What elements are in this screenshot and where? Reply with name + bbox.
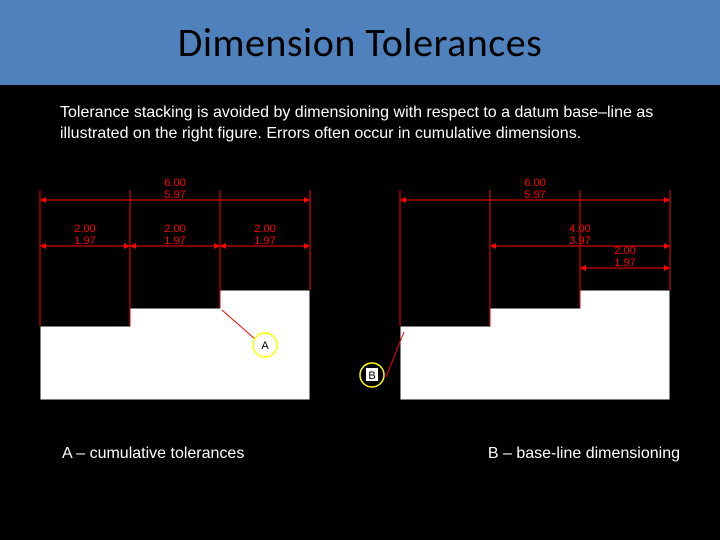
svg-text:4.00: 4.00 xyxy=(569,222,590,234)
svg-text:3.97: 3.97 xyxy=(569,235,590,247)
svg-text:1.97: 1.97 xyxy=(74,235,95,247)
svg-text:1.97: 1.97 xyxy=(254,235,275,247)
svg-text:B: B xyxy=(368,370,375,382)
svg-text:A: A xyxy=(261,340,269,352)
page-title: Dimension Tolerances xyxy=(178,18,543,67)
svg-text:6.00: 6.00 xyxy=(164,176,185,188)
svg-text:1.97: 1.97 xyxy=(614,257,635,269)
svg-text:5.97: 5.97 xyxy=(164,189,185,201)
svg-text:2.00: 2.00 xyxy=(254,222,275,234)
caption-a: A – cumulative tolerances xyxy=(62,445,371,463)
diagram-b: 6.005.974.003.972.001.97B xyxy=(380,160,690,405)
diagram-a: 6.005.972.001.972.001.972.001.97A xyxy=(20,160,330,405)
caption-row: A – cumulative tolerances B – base-line … xyxy=(0,445,720,463)
caption-b: B – base-line dimensioning xyxy=(488,445,680,463)
body-paragraph: Tolerance stacking is avoided by dimensi… xyxy=(0,85,720,145)
svg-text:2.00: 2.00 xyxy=(614,244,635,256)
svg-text:2.00: 2.00 xyxy=(74,222,95,234)
svg-text:2.00: 2.00 xyxy=(164,222,185,234)
diagram-area: 6.005.972.001.972.001.972.001.97A 6.005.… xyxy=(0,145,720,445)
svg-text:6.00: 6.00 xyxy=(524,176,545,188)
header-band: Dimension Tolerances xyxy=(0,0,720,85)
svg-text:1.97: 1.97 xyxy=(164,235,185,247)
svg-text:5.97: 5.97 xyxy=(524,189,545,201)
